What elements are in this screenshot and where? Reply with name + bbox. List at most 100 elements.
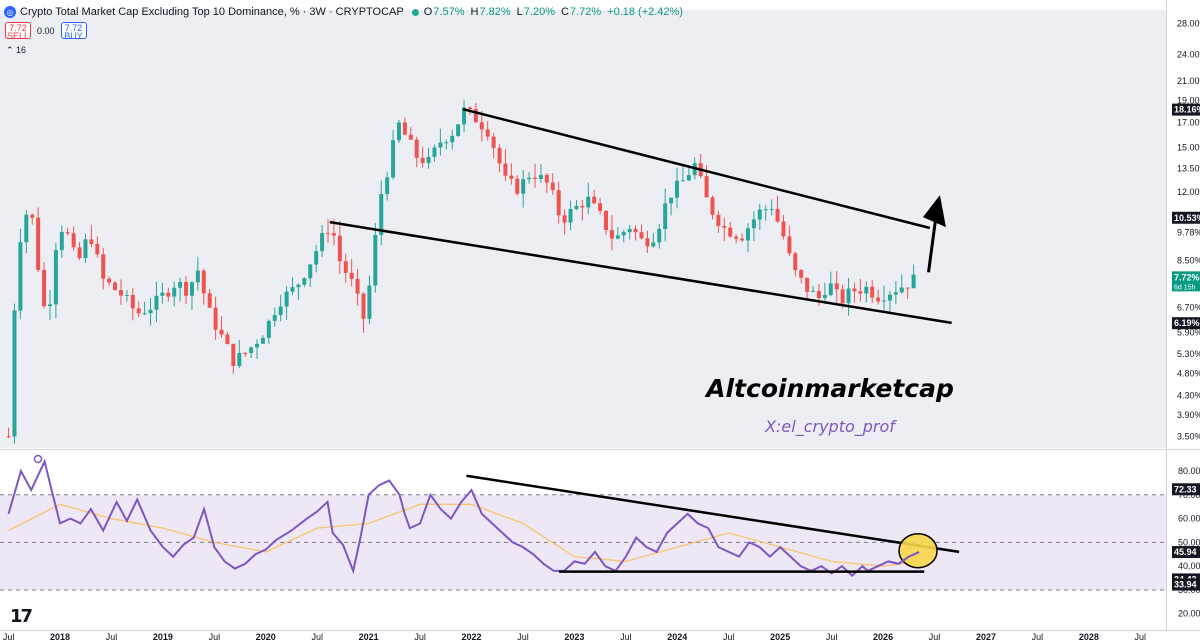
price-tag-1: 10.53% <box>1174 213 1200 223</box>
candle-body-23 <box>142 313 147 315</box>
price-tick-5: 15.00% <box>1177 143 1200 153</box>
candle-body-70 <box>420 157 425 164</box>
candle-body-143 <box>852 288 857 292</box>
rsi-line-tail <box>887 551 920 565</box>
candle-body-133 <box>793 253 798 271</box>
candle-body-105 <box>627 228 632 233</box>
indicator-toggle[interactable]: ⌃ 16 <box>6 45 27 55</box>
upper-trendline[interactable] <box>462 107 931 230</box>
candle-body-9 <box>59 232 64 251</box>
candle-body-112 <box>669 197 674 204</box>
candle-body-38 <box>231 343 236 367</box>
symbol-title[interactable]: Crypto Total Market Cap Excluding Top 10… <box>20 6 404 18</box>
candle-body-81 <box>485 129 490 137</box>
candle-body-90 <box>538 174 543 179</box>
cryptocap-logo-icon: ◎ <box>4 6 16 18</box>
candle-body-88 <box>527 177 532 180</box>
candle-body-151 <box>899 287 904 293</box>
candle-body-102 <box>609 229 614 239</box>
time-label-9: 2022 <box>462 632 482 642</box>
candle-body-124 <box>740 238 745 241</box>
candle-body-121 <box>722 225 727 228</box>
candle-body-67 <box>402 122 407 135</box>
candle-body-45 <box>272 314 277 321</box>
candle-body-41 <box>249 347 254 354</box>
time-label-8: Jul <box>414 632 426 642</box>
candle-body-71 <box>426 156 431 164</box>
candle-body-111 <box>663 203 668 229</box>
tradingview-logo-icon[interactable]: 𝟭𝟳 <box>10 606 33 626</box>
candle-body-142 <box>846 288 851 304</box>
buy-button[interactable]: 7.72 BUY <box>60 22 87 41</box>
sell-button[interactable]: 7.72 SELL <box>5 22 31 41</box>
candle-body-149 <box>887 294 892 301</box>
candle-body-20 <box>124 294 129 296</box>
candle-body-55 <box>331 233 336 236</box>
candle-body-54 <box>325 233 330 235</box>
candle-body-131 <box>781 221 786 237</box>
candle-body-12 <box>77 247 82 259</box>
candle-body-75 <box>450 135 455 143</box>
candle-body-137 <box>816 290 821 299</box>
breakout-arrow-head-icon[interactable] <box>922 195 946 228</box>
time-label-15: 2025 <box>770 632 790 642</box>
candle-body-65 <box>391 140 396 178</box>
candle-body-10 <box>65 232 70 234</box>
low-label: L <box>516 6 523 18</box>
low-value: 7.20% <box>523 6 555 18</box>
candle-body-152 <box>905 287 910 289</box>
candle-body-6 <box>42 269 47 307</box>
candle-body-94 <box>562 215 567 223</box>
rsi-tick-2: 60.00 <box>1178 514 1200 524</box>
candle-body-132 <box>787 236 792 254</box>
candle-body-96 <box>574 205 579 210</box>
candle-body-11 <box>71 233 76 248</box>
candle-body-26 <box>160 292 165 296</box>
rsi-settings-icon[interactable] <box>33 454 43 464</box>
price-tick-3: 19.00% <box>1177 96 1200 106</box>
candle-body-135 <box>805 277 810 292</box>
candle-body-146 <box>870 286 875 298</box>
candle-body-17 <box>107 278 112 283</box>
price-tick-10: 6.70% <box>1177 302 1200 312</box>
candle-body-14 <box>89 239 94 244</box>
candle-body-93 <box>556 190 561 216</box>
candle-body-83 <box>497 147 502 164</box>
last-price-countdown: 6d 15h <box>1174 284 1196 291</box>
candle-body-36 <box>219 329 224 335</box>
candle-body-77 <box>462 107 467 125</box>
candle-body-2 <box>18 242 23 311</box>
candle-body-122 <box>728 227 733 237</box>
candle-body-8 <box>53 250 58 305</box>
candle-body-153 <box>911 274 916 289</box>
market-status-icon <box>411 8 419 16</box>
price-tag-2: 6.19% <box>1174 318 1200 328</box>
candle-body-24 <box>148 309 153 314</box>
price-tick-2: 21.00% <box>1177 76 1200 86</box>
candle-body-27 <box>166 292 171 297</box>
candle-body-145 <box>864 286 869 294</box>
candle-body-56 <box>337 235 342 262</box>
watermark-handle: X:el_crypto_prof <box>764 417 897 437</box>
rsi-upper-trendline[interactable] <box>466 474 960 554</box>
candle-body-150 <box>893 292 898 295</box>
candle-body-58 <box>349 272 354 279</box>
candle-body-97 <box>580 205 585 208</box>
candle-body-138 <box>822 295 827 299</box>
trade-buttons: 7.72 SELL 0.00 7.72 BUY <box>5 22 87 41</box>
candle-body-35 <box>213 307 218 330</box>
candle-body-47 <box>284 291 289 307</box>
rsi-highlight-circle[interactable] <box>898 532 938 569</box>
candle-body-79 <box>473 109 478 123</box>
candle-body-127 <box>757 209 762 220</box>
lower-trendline[interactable] <box>329 220 952 325</box>
candle-body-40 <box>243 352 248 354</box>
time-label-11: 2023 <box>564 632 584 642</box>
candle-body-42 <box>255 343 260 348</box>
indicator-count: 16 <box>16 45 27 55</box>
time-label-21: 2028 <box>1079 632 1099 642</box>
candle-body-43 <box>260 337 265 344</box>
candle-body-134 <box>799 270 804 278</box>
candle-body-5 <box>36 217 41 270</box>
